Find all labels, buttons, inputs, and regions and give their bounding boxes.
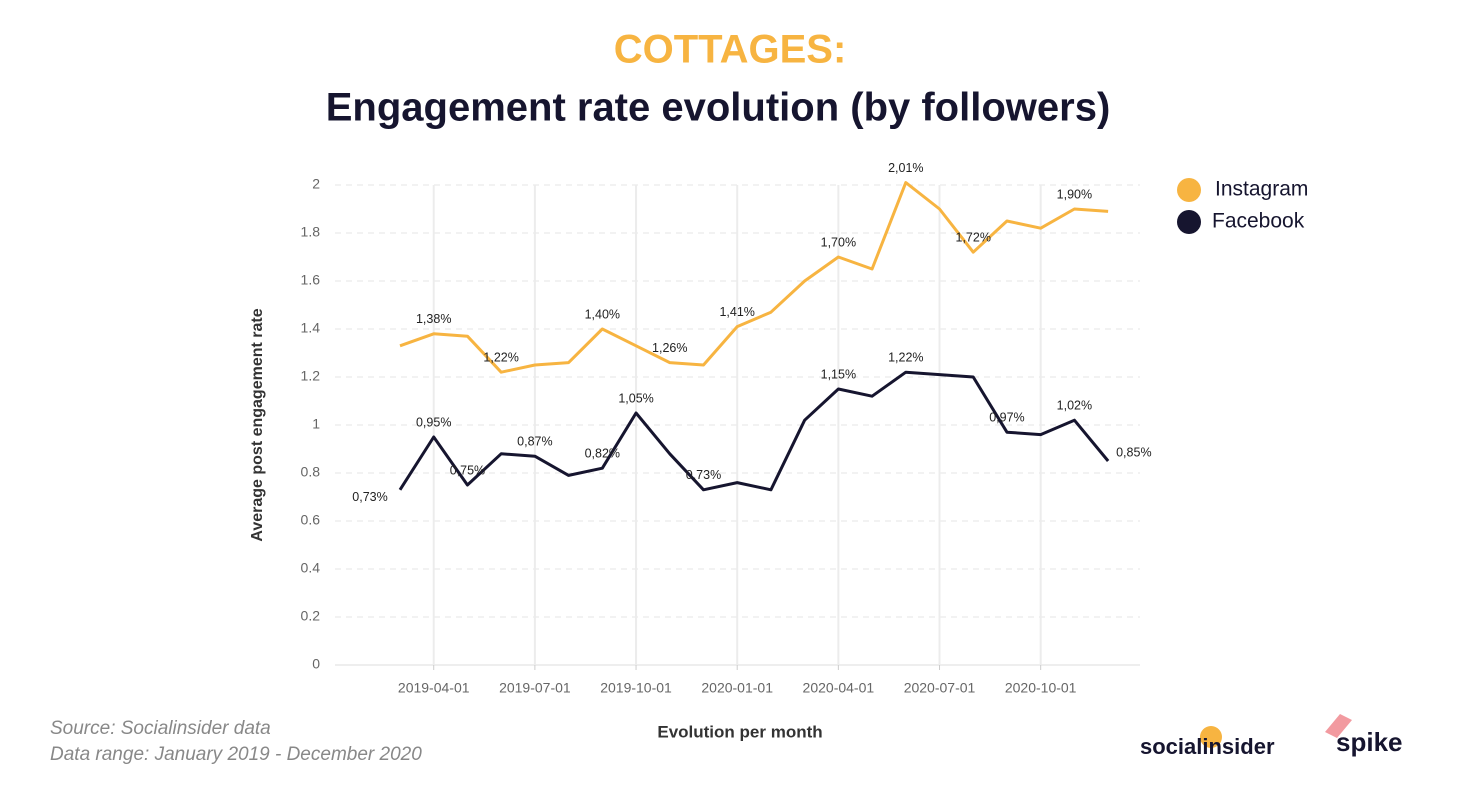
data-label: 0,97% <box>989 410 1024 424</box>
y-tick-label: 1.4 <box>301 320 321 336</box>
x-tick-label: 2020-04-01 <box>803 680 875 696</box>
logo-dot <box>1200 726 1222 748</box>
logo: socialinsider <box>1140 734 1275 759</box>
data-label: 1,15% <box>821 367 856 381</box>
data-label: 1,70% <box>821 235 856 249</box>
legend-label: Facebook <box>1212 210 1305 233</box>
x-tick-label: 2019-07-01 <box>499 680 571 696</box>
data-label: 1,90% <box>1057 187 1092 201</box>
data-label: 1,05% <box>618 391 653 405</box>
y-tick-label: 1 <box>312 416 320 432</box>
y-tick-label: 0.4 <box>301 560 321 576</box>
data-label: 0,73% <box>352 490 387 504</box>
source-note: Source: Socialinsider data <box>50 718 271 739</box>
y-tick-label: 0.8 <box>301 464 321 480</box>
legend-swatch <box>1177 178 1201 202</box>
logo: spike <box>1336 727 1403 757</box>
data-label: 1,22% <box>483 350 518 364</box>
series-line <box>398 370 1110 492</box>
y-tick-label: 0.6 <box>301 512 321 528</box>
x-tick-label: 2020-01-01 <box>701 680 773 696</box>
y-tick-label: 0 <box>312 656 320 672</box>
legend-label: Instagram <box>1215 178 1308 201</box>
y-tick-label: 1.8 <box>301 224 321 240</box>
data-label: 2,01% <box>888 161 923 175</box>
y-tick-label: 1.6 <box>301 272 321 288</box>
legend-swatch <box>1177 210 1201 234</box>
data-label: 0,82% <box>585 446 620 460</box>
y-tick-label: 1.2 <box>301 368 321 384</box>
data-label: 0,95% <box>416 415 451 429</box>
data-label: 0,75% <box>450 463 485 477</box>
data-label: 1,38% <box>416 312 451 326</box>
chart-title: COTTAGES: <box>614 28 847 72</box>
data-label: 1,02% <box>1057 398 1092 412</box>
y-tick-label: 2 <box>312 176 320 192</box>
x-tick-label: 2020-10-01 <box>1005 680 1077 696</box>
logo-mark <box>1325 714 1352 738</box>
data-label: 1,40% <box>585 307 620 321</box>
y-axis-label: Average post engagement rate <box>249 308 266 541</box>
data-label: 1,72% <box>956 230 991 244</box>
series-line <box>399 181 1109 374</box>
range-note: Data range: January 2019 - December 2020 <box>50 744 422 765</box>
x-tick-label: 2019-04-01 <box>398 680 470 696</box>
chart-subtitle: Engagement rate evolution (by followers) <box>326 86 1111 130</box>
data-label: 0,85% <box>1116 445 1151 459</box>
data-label: 1,41% <box>719 305 754 319</box>
data-label: 1,26% <box>652 341 687 355</box>
y-tick-label: 0.2 <box>301 608 321 624</box>
data-label: 1,22% <box>888 350 923 364</box>
data-label: 0,87% <box>517 434 552 448</box>
x-tick-label: 2019-10-01 <box>600 680 672 696</box>
x-axis-label: Evolution per month <box>657 722 822 741</box>
x-tick-label: 2020-07-01 <box>904 680 976 696</box>
data-label: 0,73% <box>686 468 721 482</box>
